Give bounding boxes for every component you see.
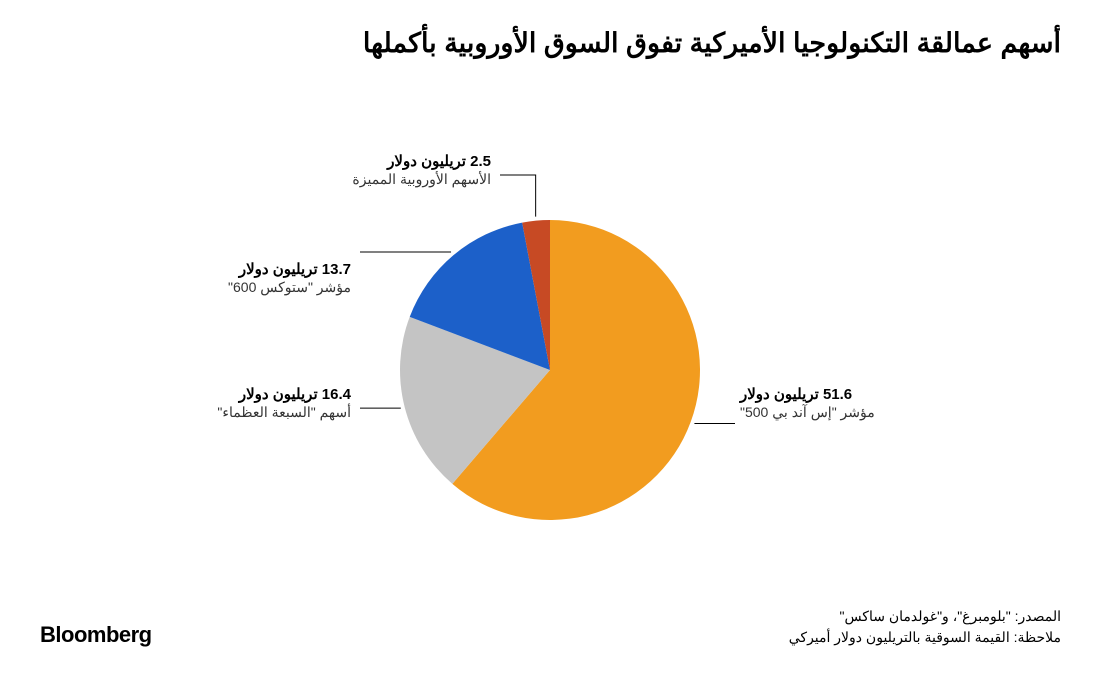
chart-container: أسهم عمالقة التكنولوجيا الأميركية تفوق ا… [0,0,1101,676]
callout-sp500: 51.6 تريليون دولار مؤشر "إس آند بي 500" [740,385,960,421]
callout-value: 16.4 تريليون دولار [131,385,351,403]
callout-label: أسهم "السبعة العظماء" [131,404,351,421]
callout-value: 13.7 تريليون دولار [131,260,351,278]
chart-footer: المصدر: "بلومبرغ"، و"غولدمان ساكس" ملاحظ… [789,606,1061,648]
source-text: المصدر: "بلومبرغ"، و"غولدمان ساكس" [789,606,1061,627]
brand-logo: Bloomberg [40,622,152,648]
callout-stoxx: 13.7 تريليون دولار مؤشر "ستوكس 600" [131,260,351,296]
callout-label: مؤشر "إس آند بي 500" [740,404,960,421]
chart-title: أسهم عمالقة التكنولوجيا الأميركية تفوق ا… [363,28,1061,59]
pie-chart-svg [390,210,710,530]
note-text: ملاحظة: القيمة السوقية بالتريليون دولار … [789,627,1061,648]
callout-value: 2.5 تريليون دولار [271,152,491,170]
callout-label: الأسهم الأوروبية المميزة [271,171,491,188]
callout-label: مؤشر "ستوكس 600" [131,279,351,296]
callout-mag7: 16.4 تريليون دولار أسهم "السبعة العظماء" [131,385,351,421]
callout-value: 51.6 تريليون دولار [740,385,960,403]
callout-eu-quality: 2.5 تريليون دولار الأسهم الأوروبية الممي… [271,152,491,188]
pie-chart-area: 51.6 تريليون دولار مؤشر "إس آند بي 500" … [0,140,1101,556]
